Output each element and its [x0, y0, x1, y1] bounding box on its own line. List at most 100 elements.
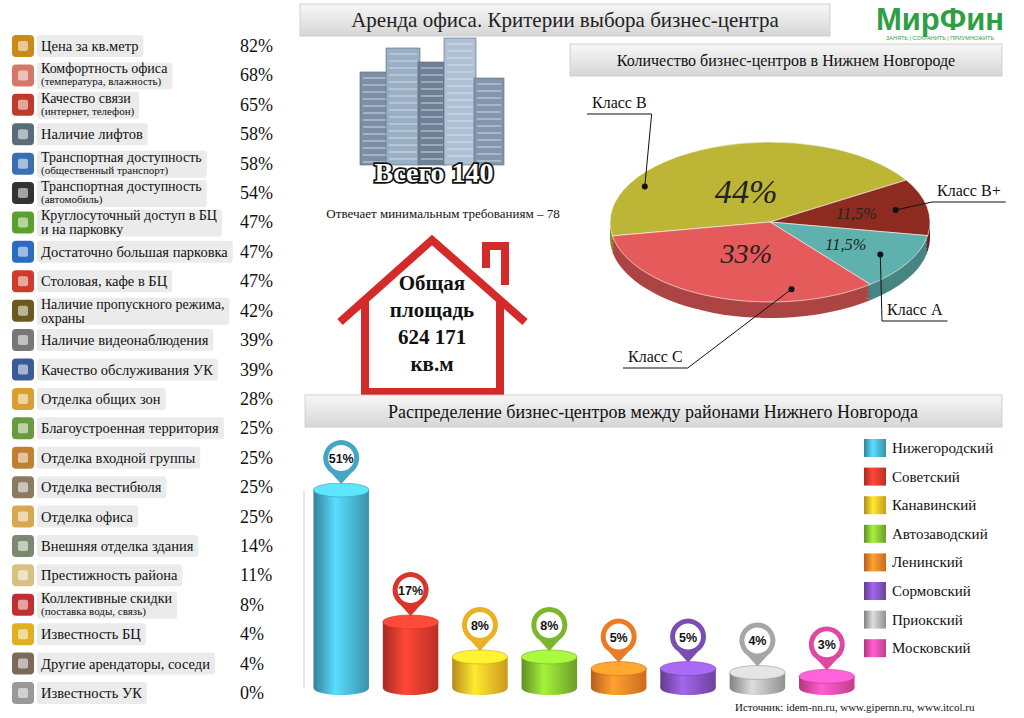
building-window-row: [447, 92, 473, 93]
building-window-row: [421, 130, 443, 131]
criteria-icon: [12, 417, 34, 439]
criteria-icon-glyph: [18, 100, 28, 110]
title-box: [305, 395, 1002, 427]
building-window-row: [447, 85, 473, 86]
criteria-value: 11%: [240, 565, 272, 585]
criteria-row: Транспортная доступность(автомобиль)54%: [12, 179, 273, 207]
building-window-row: [421, 88, 443, 89]
criteria-value: 39%: [240, 360, 273, 380]
leader-dot: [789, 286, 795, 292]
building-window-row: [447, 148, 473, 149]
pie-category-label: Класс B+: [937, 182, 1001, 199]
criteria-icon-glyph: [18, 600, 28, 610]
criteria-icon-glyph: [18, 70, 28, 80]
criteria-label: Наличие пропускного режима,: [41, 297, 224, 312]
cylinder: [799, 669, 854, 695]
criteria-icon: [12, 94, 34, 116]
criteria-row: Цена за кв.метр82%: [12, 35, 273, 57]
building-window-row: [477, 132, 501, 133]
criteria-label: Наличие лифтов: [41, 126, 143, 142]
building-window-row: [447, 43, 473, 44]
criteria-icon-glyph: [18, 276, 28, 286]
criteria-icon: [12, 270, 34, 292]
criteria-icon: [12, 241, 34, 263]
building-window-row: [363, 133, 387, 134]
label-background: [37, 417, 224, 439]
leader-line: [896, 202, 1006, 210]
criteria-note: (поставка воды, связь): [41, 605, 146, 618]
criteria-row: Престижность района11%: [12, 564, 272, 586]
building-window-row: [389, 88, 417, 89]
legend-swatch: [864, 582, 886, 600]
building-window-row: [447, 134, 473, 135]
building-window-row: [477, 125, 501, 126]
label-background: [37, 592, 177, 619]
building-window-row: [477, 97, 501, 98]
building-window-row: [447, 64, 473, 65]
building-window-row: [477, 118, 501, 119]
label-background: [37, 359, 218, 381]
total-count: Всего 140: [375, 157, 494, 188]
criteria-label: Известность УК: [41, 685, 142, 701]
data-label-pin: 51%: [323, 440, 359, 484]
criteria-label: Внешняя отделка здания: [41, 538, 194, 554]
label-background: [37, 388, 166, 410]
bar-value-label: 17%: [398, 584, 423, 598]
criteria-row: Известность БЦ 4%: [12, 623, 264, 645]
criteria-icon-glyph: [18, 129, 28, 139]
criteria-value: 4%: [240, 624, 264, 644]
criteria-value: 65%: [240, 95, 273, 115]
bar-top: [522, 650, 577, 664]
criteria-label: Известность БЦ: [41, 626, 141, 642]
pin-shape: [739, 623, 775, 667]
criteria-icon: [12, 153, 34, 175]
criteria-row: Наличие лифтов58%: [12, 123, 273, 145]
label-background: [37, 151, 207, 178]
building-window-row: [421, 116, 443, 117]
building: [418, 62, 446, 165]
building-window-row: [447, 127, 473, 128]
pin-inner: [536, 612, 562, 638]
pin-shape: [323, 440, 359, 484]
pin-shape: [809, 626, 845, 670]
data-label-pin: 5%: [670, 619, 706, 663]
criteria-icon-glyph: [18, 629, 28, 639]
criteria-label: Другие арендаторы, соседи: [41, 656, 210, 672]
criteria-icon: [12, 300, 34, 322]
building-window-row: [447, 113, 473, 114]
criteria-value: 8%: [240, 595, 264, 615]
criteria-icon-glyph: [18, 159, 28, 169]
legend-swatch: [864, 468, 886, 486]
building-window-row: [447, 99, 473, 100]
building-window-row: [447, 57, 473, 58]
cylinder: [660, 662, 715, 695]
logo-tagline: ЗАНЯТЬ | СОХРАНИТЬ | ПРИУМНОЖИТЬ: [886, 35, 994, 41]
building-window-row: [363, 77, 387, 78]
source-note: Источник: idem-nn.ru, www.gipernn.ru, ww…: [735, 701, 975, 713]
criteria-icon-glyph: [18, 41, 28, 51]
pin-shape: [670, 619, 706, 663]
label-background: [37, 180, 207, 207]
legend-label: Нижегородский: [892, 440, 993, 456]
label-background: [37, 298, 229, 325]
bar: [383, 622, 438, 688]
building-window-row: [389, 102, 417, 103]
criteria-value: 25%: [240, 477, 273, 497]
bar-value-label: 8%: [540, 619, 558, 633]
building-window-row: [389, 151, 417, 152]
criteria-row: Другие арендаторы, соседи4%: [12, 653, 264, 675]
building-window-row: [421, 74, 443, 75]
building-window-row: [389, 144, 417, 145]
label-background: [37, 209, 222, 236]
data-label-pin: 5%: [601, 619, 637, 663]
main-title: Аренда офиса. Критерии выбора бизнес-цен…: [351, 8, 779, 32]
building-window-row: [389, 74, 417, 75]
criteria-row: Отделка офиса25%: [12, 506, 273, 528]
building-window-row: [389, 53, 417, 54]
legend: НижегородскийСоветскийКанавинскийАвтозав…: [864, 439, 993, 657]
criteria-icon-glyph: [18, 659, 28, 669]
criteria-note: (температура, влажность): [41, 75, 162, 88]
criteria-list: Цена за кв.метр82%Комфортность офиса(тем…: [12, 35, 273, 704]
criteria-icon: [12, 623, 34, 645]
bar: [313, 490, 368, 688]
